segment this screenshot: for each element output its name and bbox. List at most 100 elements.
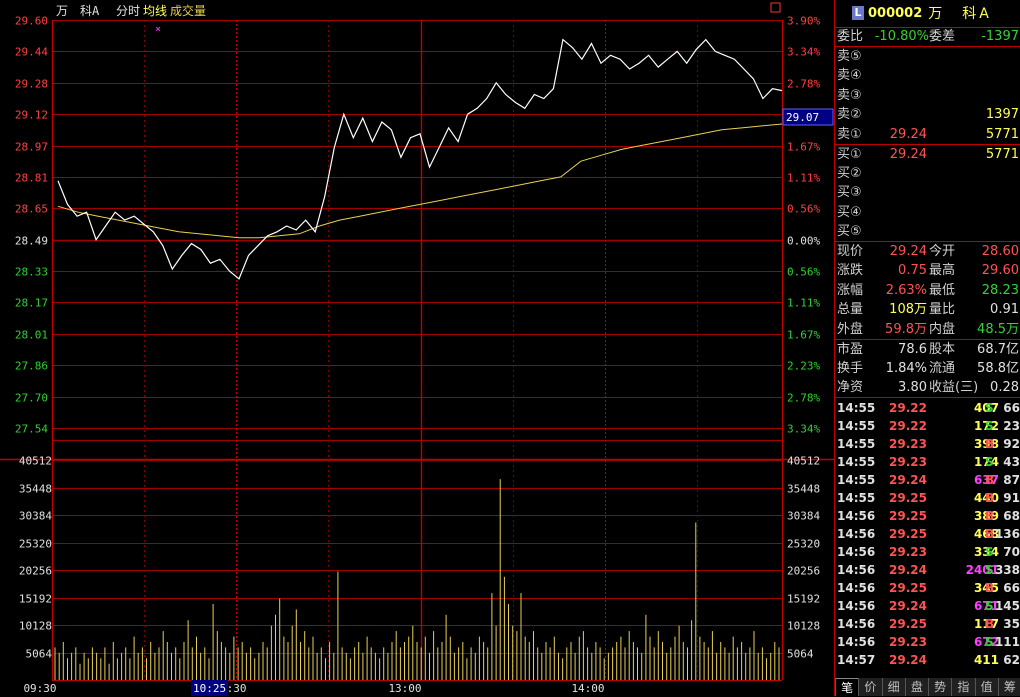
current-price-text: 29.07 bbox=[786, 111, 819, 124]
price-tick-label: 27.70 bbox=[15, 392, 48, 405]
price-tick-label: 28.33 bbox=[15, 266, 48, 279]
pct-tick-label: 1.11% bbox=[787, 297, 820, 310]
ask-level-2: 卖② 1397 bbox=[837, 107, 1019, 123]
trade-tick-row: 14:56 29.25 468 B 136 bbox=[837, 527, 1020, 541]
weibi-row: 委比 -10.80% 委差 -1397 bbox=[837, 29, 1019, 44]
price-tick-label: 29.28 bbox=[15, 78, 48, 91]
trade-tick-row: 14:56 29.25 117 B 35 bbox=[837, 617, 1020, 631]
average-price-line bbox=[57, 123, 783, 239]
panel-tab[interactable]: 细 bbox=[881, 678, 905, 696]
stock-name-label: 万 科A bbox=[56, 4, 100, 18]
pct-tick-label: 1.67% bbox=[787, 141, 820, 154]
panel-tab[interactable]: 势 bbox=[928, 678, 952, 696]
price-tick-label: 29.12 bbox=[15, 109, 48, 122]
weibi-value: -10.80% bbox=[874, 29, 929, 44]
trade-tick-row: 14:56 29.24 671 S 145 bbox=[837, 599, 1020, 613]
panel-tab[interactable]: 价 bbox=[858, 678, 882, 696]
volume-tick-label: 35448 bbox=[19, 483, 52, 496]
marker-cross: × bbox=[155, 24, 161, 35]
volume-tick-label-right: 15192 bbox=[787, 593, 820, 606]
time-axis-label: 09:30 bbox=[23, 682, 56, 695]
bid-level-3: 买③ bbox=[837, 185, 862, 201]
bid-level-1: 买① 29.24 5771 bbox=[837, 147, 1019, 162]
quote-panel: L 000002 万 科A 委比 -10.80% 委差 -1397 卖⑤ 卖④ 卖③… bbox=[834, 0, 1020, 696]
volume-tick-label-right: 25320 bbox=[787, 538, 820, 551]
price-tick-label: 28.97 bbox=[15, 141, 48, 154]
volume-tick-label: 5064 bbox=[26, 648, 53, 661]
volume-tick-label-right: 5064 bbox=[787, 648, 814, 661]
stock-name: 万 科A bbox=[928, 6, 992, 22]
price-tick-label: 29.60 bbox=[15, 15, 48, 28]
price-tick-label: 29.44 bbox=[15, 46, 48, 59]
pct-tick-label: 0.56% bbox=[787, 266, 820, 279]
panel-tab[interactable]: 指 bbox=[951, 678, 975, 696]
time-axis-label: 13:00 bbox=[388, 682, 421, 695]
trade-tick-row: 14:56 29.23 672 S 111 bbox=[837, 635, 1020, 649]
price-tick-label: 28.17 bbox=[15, 297, 48, 310]
panel-tab[interactable]: 笔 bbox=[835, 678, 859, 696]
trade-tick-row: 14:55 29.23 174 S 43 bbox=[837, 455, 1020, 469]
panel-tabs: 笔价细盘势指值筹 bbox=[835, 678, 1020, 696]
price-tick-label: 28.65 bbox=[15, 203, 48, 216]
quote-header: L 000002 万 科A bbox=[835, 3, 1020, 23]
current-price-tag bbox=[782, 108, 834, 126]
price-tick-label: 28.49 bbox=[15, 235, 48, 248]
trade-tick-row: 14:56 29.24 2401 S 338 bbox=[837, 563, 1020, 577]
panel-tab[interactable]: 筹 bbox=[997, 678, 1020, 696]
legend-average-line: 均线 bbox=[143, 4, 167, 18]
cursor-time-tag bbox=[191, 680, 228, 696]
volume-tick-label-right: 40512 bbox=[787, 455, 820, 468]
volume-tick-label: 20256 bbox=[19, 565, 52, 578]
chart-header: 万 科A 分时 均线 成交量 × bbox=[56, 3, 206, 35]
maximize-icon[interactable] bbox=[770, 2, 781, 13]
ask-level-3: 卖③ bbox=[837, 87, 862, 103]
trade-tick-row: 14:55 29.22 407 S 66 bbox=[837, 401, 1020, 415]
tab-time-sharing[interactable]: 分时 bbox=[116, 4, 140, 18]
stat-row: 现价 29.24 今开 28.60 bbox=[837, 244, 1019, 259]
stat-row: 外盘 59.8万 内盘 48.5万 bbox=[837, 321, 1019, 337]
pct-tick-label: 1.11% bbox=[787, 172, 820, 185]
stat-row: 换手 1.84% 流通 58.8亿 bbox=[837, 361, 1019, 376]
trade-tick-row: 14:56 29.25 345 B 66 bbox=[837, 581, 1020, 595]
trade-tick-row: 14:56 29.23 334 S 70 bbox=[837, 545, 1020, 559]
volume-tick-label-right: 30384 bbox=[787, 510, 820, 523]
price-tick-label: 27.54 bbox=[15, 423, 48, 436]
trade-tick-row: 14:56 29.25 389 B 68 bbox=[837, 509, 1020, 523]
weicha-value: -1397 bbox=[981, 29, 1019, 44]
trade-tick-row: 14:55 29.25 440 B 91 bbox=[837, 491, 1020, 505]
intraday-chart[interactable]: 29.60 3.90% 29.44 3.34% 29.28 2.78% 29.12 2.23%… bbox=[0, 0, 834, 696]
ask-level-1: 卖① 29.24 5771 bbox=[837, 126, 1019, 142]
volume-tick-label: 30384 bbox=[19, 510, 52, 523]
stat-row: 总量 108万 量比 0.91 bbox=[837, 302, 1019, 318]
volume-tick-label-right: 20256 bbox=[787, 565, 820, 578]
pct-tick-label: 3.34% bbox=[787, 46, 820, 59]
trade-tick-row: 14:57 29.24 411 62 bbox=[837, 653, 1020, 667]
l-badge-icon: L bbox=[852, 6, 864, 20]
panel-tab[interactable]: 值 bbox=[974, 678, 998, 696]
pct-tick-label: 0.00% bbox=[787, 235, 820, 248]
trade-tick-row: 14:55 29.23 398 B 92 bbox=[837, 437, 1020, 451]
pct-tick-label: 3.90% bbox=[787, 15, 820, 28]
pct-tick-label: 2.78% bbox=[787, 392, 820, 405]
bid-level-4: 买④ bbox=[837, 204, 862, 220]
trade-tick-row: 14:55 29.24 637 B 87 bbox=[837, 473, 1020, 487]
legend-volume: 成交量 bbox=[170, 3, 206, 18]
trade-tick-row: 14:55 29.22 172 S 23 bbox=[837, 419, 1020, 433]
stock-code: 000002 bbox=[868, 5, 923, 21]
price-tick-label: 27.86 bbox=[15, 360, 48, 373]
price-tick-label: 28.01 bbox=[15, 329, 48, 342]
volume-tick-label: 15192 bbox=[19, 593, 52, 606]
pct-tick-label: 3.34% bbox=[787, 423, 820, 436]
price-line bbox=[57, 38, 783, 280]
panel-tab[interactable]: 盘 bbox=[904, 678, 928, 696]
pct-tick-label: 2.23% bbox=[787, 360, 820, 373]
pct-tick-label: 0.56% bbox=[787, 203, 820, 216]
pct-tick-label: 2.78% bbox=[787, 78, 820, 91]
bid-level-5: 买⑤ bbox=[837, 223, 862, 239]
stat-row: 净资 3.80 收益(三) 0.28 bbox=[837, 380, 1019, 395]
stat-row: 涨跌 0.75 最高 29.60 bbox=[837, 263, 1019, 279]
price-tick-label: 28.81 bbox=[15, 172, 48, 185]
volume-tick-label: 40512 bbox=[19, 455, 52, 468]
volume-tick-label: 10128 bbox=[19, 620, 52, 633]
time-axis-label: 14:00 bbox=[571, 682, 604, 695]
